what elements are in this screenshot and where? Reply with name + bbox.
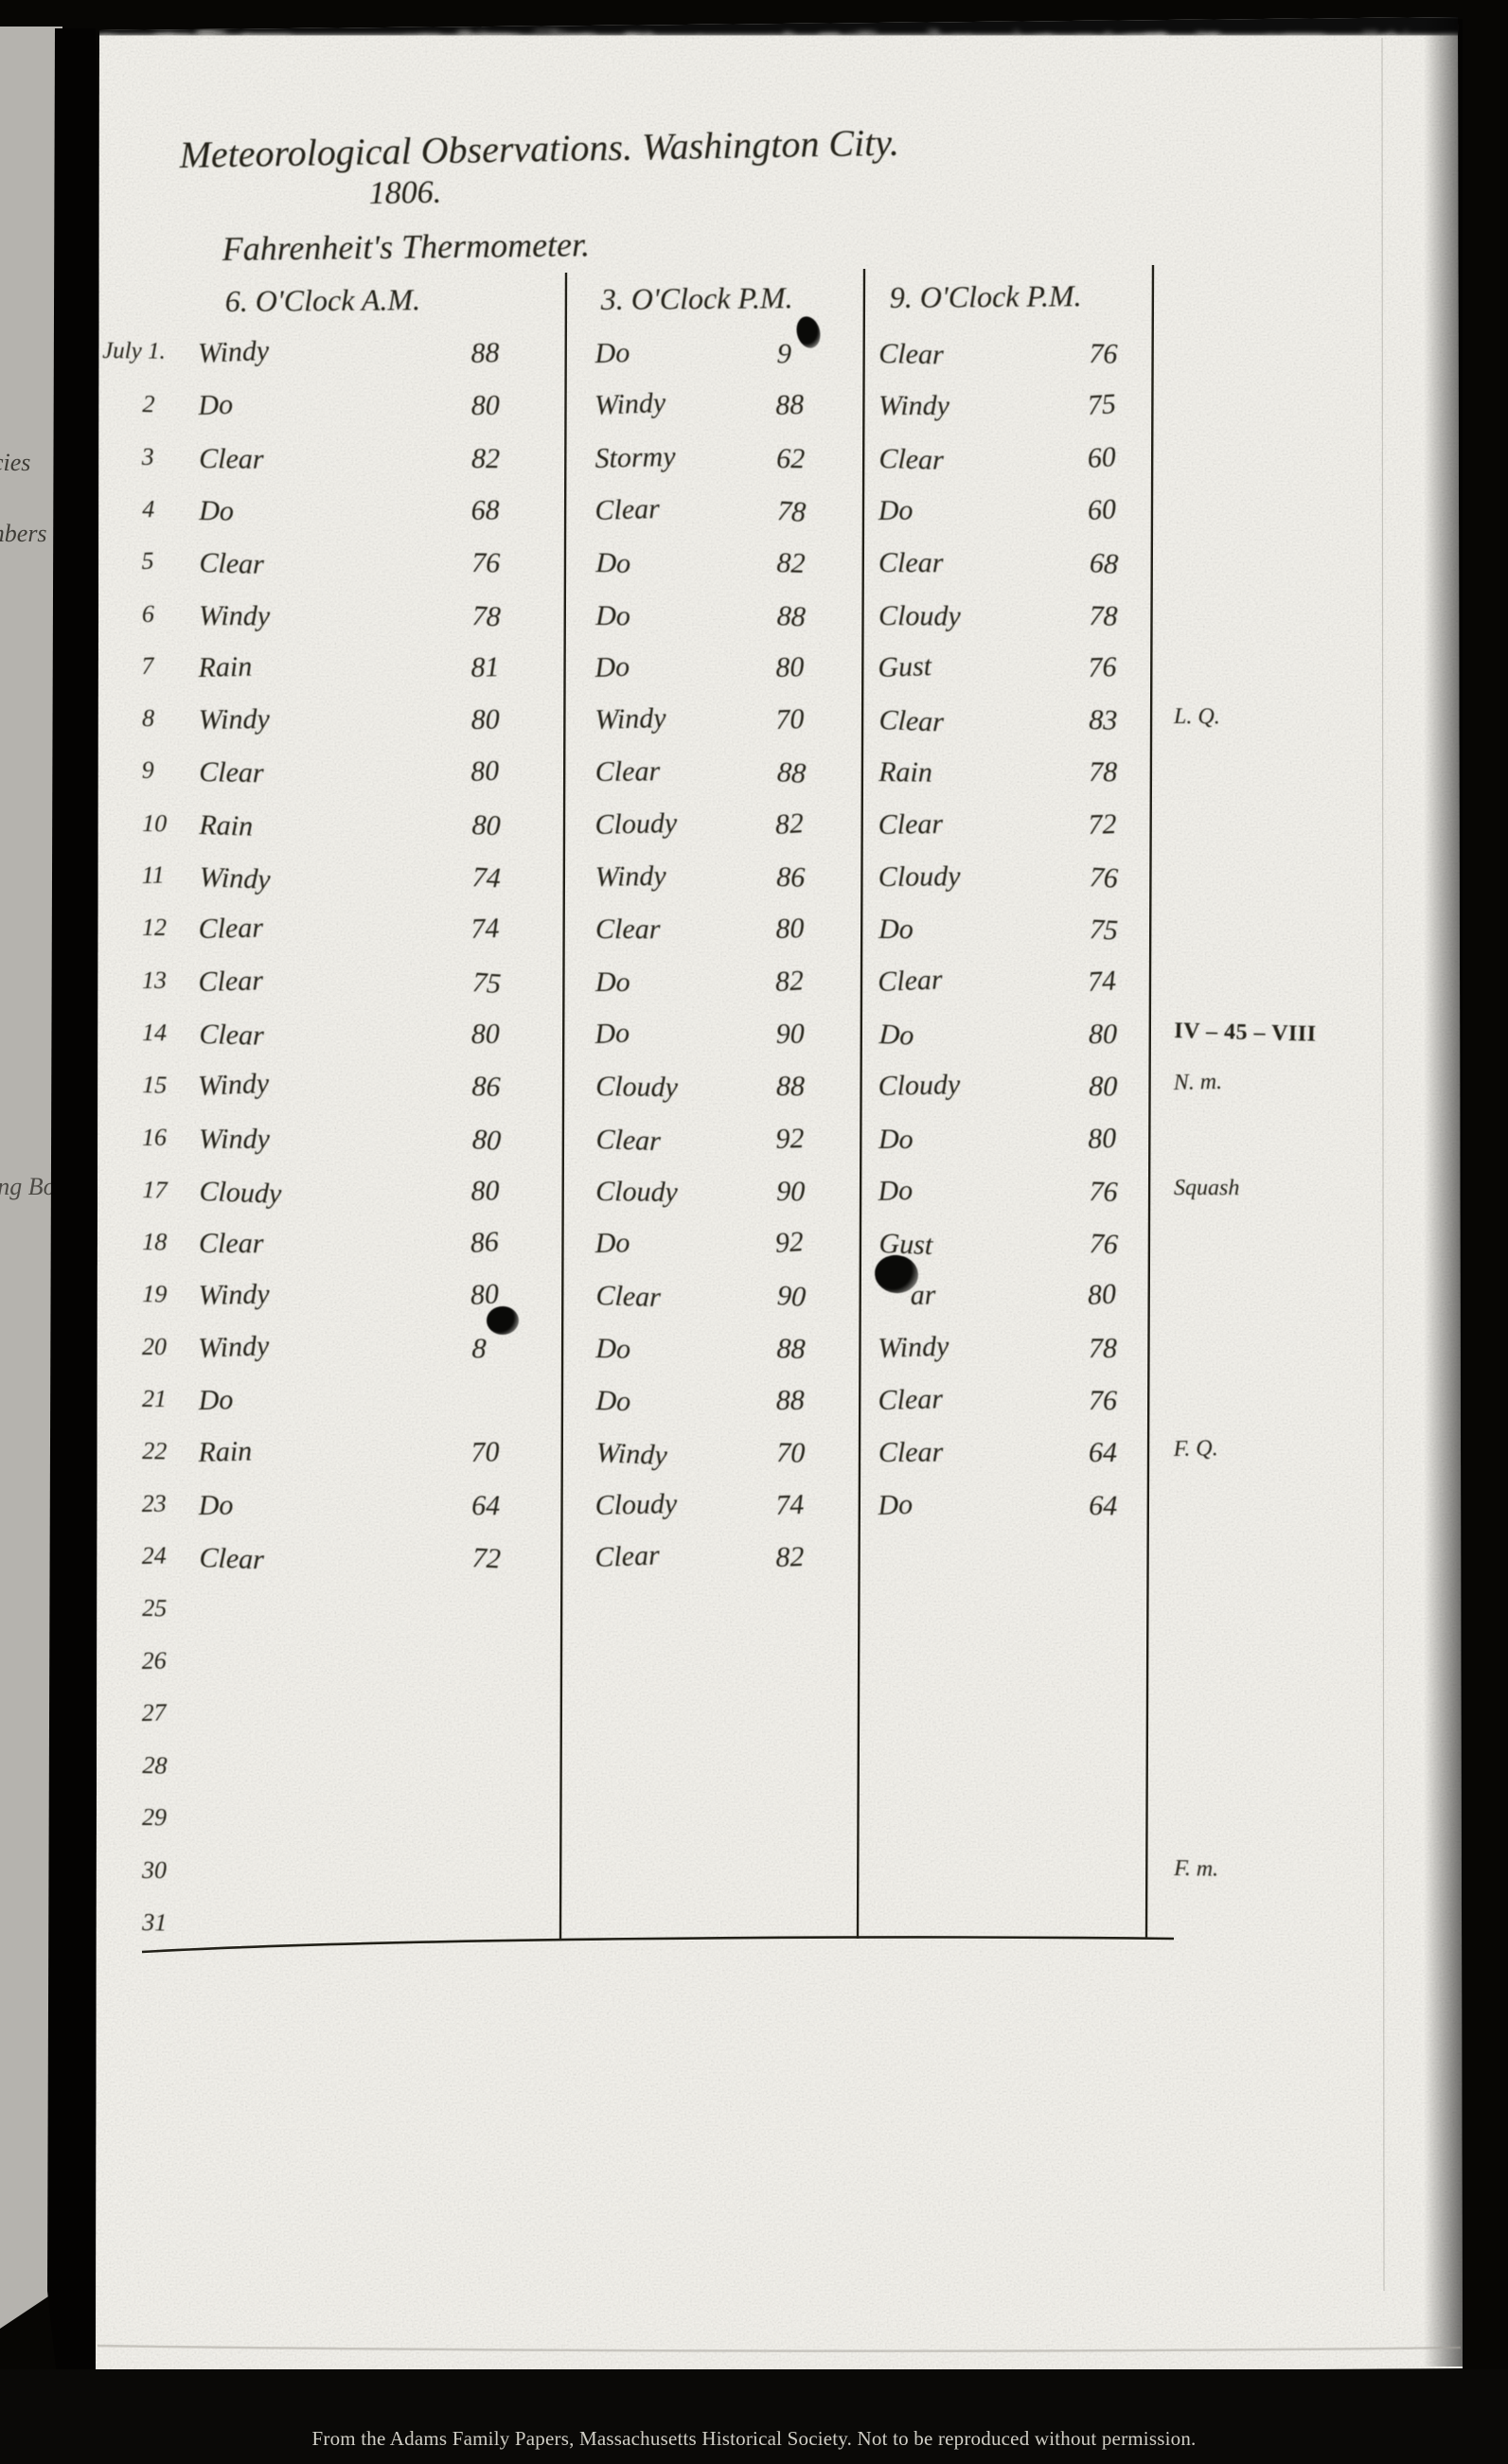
svg-text:ing Bo: ing Bo	[0, 1173, 56, 1200]
svg-text:mbers: mbers	[0, 520, 47, 547]
svg-text:cies: cies	[0, 449, 30, 476]
